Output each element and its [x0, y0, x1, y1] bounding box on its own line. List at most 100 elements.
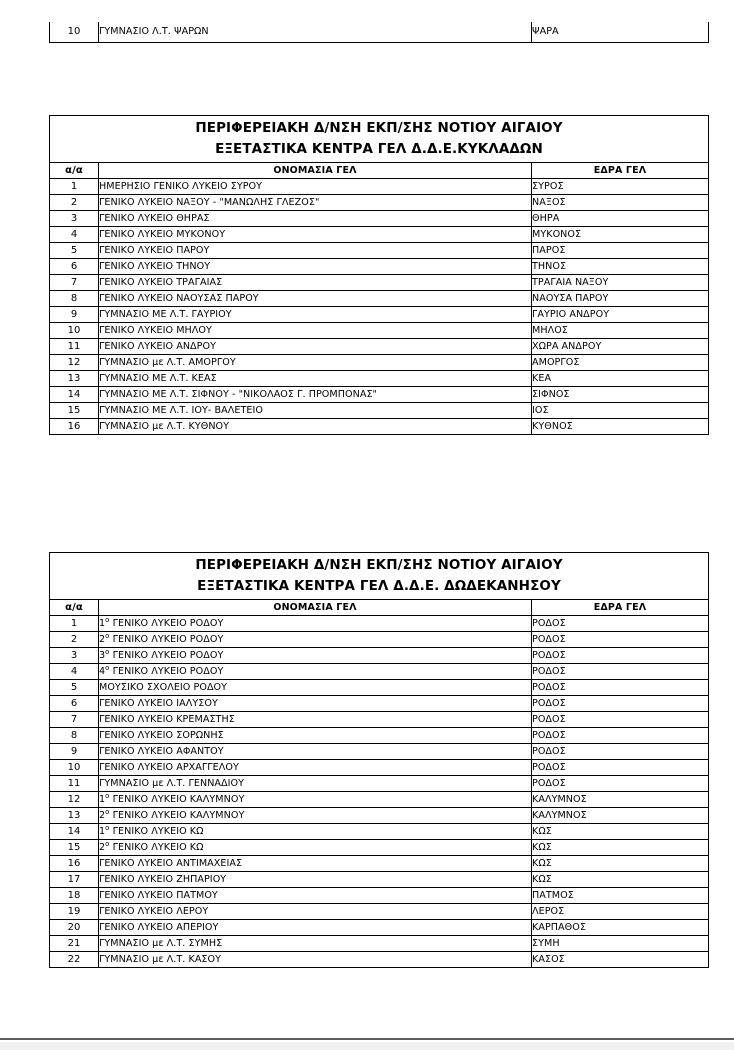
table-row: 1 ΗΜΕΡΗΣΙΟ ΓΕΝΙΚΟ ΛΥΚΕΙΟ ΣΥΡΟΥ ΣΥΡΟΣ: [49, 178, 709, 195]
row-school-name: 1ο ΓΕΝΙΚΟ ΛΥΚΕΙΟ ΚΑΛΥΜΝΟΥ: [98, 791, 532, 808]
row-seat: ΨΑΡΑ: [531, 22, 709, 43]
row-school-name: ΓΕΝΙΚΟ ΛΥΚΕΙΟ ΘΗΡΑΣ: [98, 210, 532, 227]
table-row: 7 ΓΕΝΙΚΟ ΛΥΚΕΙΟ ΤΡΑΓΑΙΑΣ ΤΡΑΓΑΙΑ ΝΑΞΟΥ: [49, 274, 709, 291]
row-number: 1: [49, 615, 99, 632]
row-school-name: ΓΕΝΙΚΟ ΛΥΚΕΙΟ ΣΟΡΩΝΗΣ: [98, 727, 532, 744]
row-school-name: 2ο ΓΕΝΙΚΟ ΛΥΚΕΙΟ ΚΩ: [98, 839, 532, 856]
title-line-2-plain: ΕΞΕΤΑΣΤΙΚΑ ΚΕΝΤΡΑ ΓΕΛ: [215, 141, 412, 157]
ordinal-marker: ο: [105, 839, 110, 848]
row-number: 15: [49, 839, 99, 856]
page-break-separator: [0, 1038, 734, 1050]
row-number: 10: [49, 759, 99, 776]
row-school-name: ΓΕΝΙΚΟ ΛΥΚΕΙΟ ΑΦΑΝΤΟΥ: [98, 743, 532, 760]
row-seat: ΡΟΔΟΣ: [531, 711, 709, 728]
row-seat: ΡΟΔΟΣ: [531, 615, 709, 632]
row-number: 13: [49, 807, 99, 824]
ordinal-marker: ο: [105, 615, 110, 624]
row-school-name: ΓΕΝΙΚΟ ΛΥΚΕΙΟ ΚΡΕΜΑΣΤΗΣ: [98, 711, 532, 728]
row-number: 16: [49, 418, 99, 435]
title-line-2: ΕΞΕΤΑΣΤΙΚΑ ΚΕΝΤΡΑ ΓΕΛ Δ.Δ.Ε. ΔΩΔΕΚΑΝΗΣΟΥ: [50, 576, 708, 597]
row-number: 10: [49, 322, 99, 339]
row-number: 13: [49, 370, 99, 387]
row-school-name: ΜΟΥΣΙΚΟ ΣΧΟΛΕΙΟ ΡΟΔΟΥ: [98, 679, 532, 696]
row-number: 11: [49, 775, 99, 792]
table-row: 19 ΓΕΝΙΚΟ ΛΥΚΕΙΟ ΛΕΡΟΥ ΛΕΡΟΣ: [49, 903, 709, 920]
ordinal-marker: ο: [105, 647, 110, 656]
row-number: 8: [49, 290, 99, 307]
row-school-name: ΓΕΝΙΚΟ ΛΥΚΕΙΟ ΑΡΧΑΓΓΕΛΟΥ: [98, 759, 532, 776]
table-row: 5 ΜΟΥΣΙΚΟ ΣΧΟΛΕΙΟ ΡΟΔΟΥ ΡΟΔΟΣ: [49, 679, 709, 696]
table-row: 8 ΓΕΝΙΚΟ ΛΥΚΕΙΟ ΣΟΡΩΝΗΣ ΡΟΔΟΣ: [49, 727, 709, 744]
table-row: 18 ΓΕΝΙΚΟ ΛΥΚΕΙΟ ΠΑΤΜΟΥ ΠΑΤΜΟΣ: [49, 887, 709, 904]
row-seat: ΝΑΟΥΣΑ ΠΑΡΟΥ: [531, 290, 709, 307]
row-school-name: ΓΕΝΙΚΟ ΛΥΚΕΙΟ ΤΗΝΟΥ: [98, 258, 532, 275]
row-number: 20: [49, 919, 99, 936]
table-row: 10 ΓΕΝΙΚΟ ΛΥΚΕΙΟ ΑΡΧΑΓΓΕΛΟΥ ΡΟΔΟΣ: [49, 759, 709, 776]
table-row: 6 ΓΕΝΙΚΟ ΛΥΚΕΙΟ ΤΗΝΟΥ ΤΗΝΟΣ: [49, 258, 709, 275]
row-school-name: ΓΥΜΝΑΣΙΟ με Λ.Τ. ΚΑΣΟΥ: [98, 951, 532, 968]
table-row: 13 ΓΥΜΝΑΣΙΟ ΜΕ Λ.Τ. ΚΕΑΣ ΚΕΑ: [49, 370, 709, 387]
row-seat: ΣΥΡΟΣ: [531, 178, 709, 195]
row-number: 4: [49, 226, 99, 243]
table-row: 1 1ο ΓΕΝΙΚΟ ΛΥΚΕΙΟ ΡΟΔΟΥ ΡΟΔΟΣ: [49, 615, 709, 632]
column-header-number: α/α: [49, 599, 99, 616]
row-number: 1: [49, 178, 99, 195]
table-header-kyklades: ΠΕΡΙΦΕΡΕΙΑΚΗ Δ/ΝΣΗ ΕΚΠ/ΣΗΣ ΝΟΤΙΟΥ ΑΙΓΑΙΟ…: [49, 115, 709, 179]
row-number: 16: [49, 855, 99, 872]
row-school-name: 1ο ΓΕΝΙΚΟ ΛΥΚΕΙΟ ΚΩ: [98, 823, 532, 840]
row-seat: ΤΡΑΓΑΙΑ ΝΑΞΟΥ: [531, 274, 709, 291]
row-school-name: 3ο ΓΕΝΙΚΟ ΛΥΚΕΙΟ ΡΟΔΟΥ: [98, 647, 532, 664]
row-seat: ΡΟΔΟΣ: [531, 775, 709, 792]
table-row: 12 1ο ΓΕΝΙΚΟ ΛΥΚΕΙΟ ΚΑΛΥΜΝΟΥ ΚΑΛΥΜΝΟΣ: [49, 791, 709, 808]
row-number: 11: [49, 338, 99, 355]
row-seat: ΠΑΡΟΣ: [531, 242, 709, 259]
table-row: 17 ΓΕΝΙΚΟ ΛΥΚΕΙΟ ΖΗΠΑΡΙΟΥ ΚΩΣ: [49, 871, 709, 888]
row-school-name: ΓΕΝΙΚΟ ΛΥΚΕΙΟ ΜΗΛΟΥ: [98, 322, 532, 339]
column-header-school-name: ΟΝΟΜΑΣΙΑ ΓΕΛ: [98, 599, 532, 616]
table-row: 4 ΓΕΝΙΚΟ ΛΥΚΕΙΟ ΜΥΚΟΝΟΥ ΜΥΚΟΝΟΣ: [49, 226, 709, 243]
row-school-name: ΓΥΜΝΑΣΙΟ με Λ.Τ. ΣΥΜΗΣ: [98, 935, 532, 952]
row-school-name: ΓΕΝΙΚΟ ΛΥΚΕΙΟ ΤΡΑΓΑΙΑΣ: [98, 274, 532, 291]
table-body-dodekanisou: 1 1ο ΓΕΝΙΚΟ ΛΥΚΕΙΟ ΡΟΔΟΥ ΡΟΔΟΣ 2 2ο ΓΕΝΙΚΟ Λ…: [49, 615, 709, 968]
row-number: 5: [49, 242, 99, 259]
row-school-name: ΓΕΝΙΚΟ ΛΥΚΕΙΟ ΖΗΠΑΡΙΟΥ: [98, 871, 532, 888]
table-row: 6 ΓΕΝΙΚΟ ΛΥΚΕΙΟ ΙΑΛΥΣΟΥ ΡΟΔΟΣ: [49, 695, 709, 712]
row-school-name: ΓΕΝΙΚΟ ΛΥΚΕΙΟ ΜΥΚΟΝΟΥ: [98, 226, 532, 243]
column-header-seat: ΕΔΡΑ ΓΕΛ: [531, 599, 709, 616]
title-line-1-plain: ΠΕΡΙΦΕΡΕΙΑΚΗ Δ/ΝΣΗ ΕΚΠ/ΣΗΣ ΝΟΤΙΟΥ ΑΙΓΑΙΟ…: [195, 557, 563, 573]
row-seat: ΚΕΑ: [531, 370, 709, 387]
title-line-1: ΠΕΡΙΦΕΡΕΙΑΚΗ Δ/ΝΣΗ ΕΚΠ/ΣΗΣ ΝΟΤΙΟΥ ΑΙΓΑΙΟ…: [50, 118, 708, 139]
table-row: 3 3ο ΓΕΝΙΚΟ ΛΥΚΕΙΟ ΡΟΔΟΥ ΡΟΔΟΣ: [49, 647, 709, 664]
row-seat: ΜΥΚΟΝΟΣ: [531, 226, 709, 243]
column-header-row: α/α ΟΝΟΜΑΣΙΑ ΓΕΛ ΕΔΡΑ ΓΕΛ: [49, 162, 709, 179]
row-school-name: ΓΕΝΙΚΟ ΛΥΚΕΙΟ ΙΑΛΥΣΟΥ: [98, 695, 532, 712]
row-seat: ΚΩΣ: [531, 823, 709, 840]
row-number: 2: [49, 631, 99, 648]
table-body-kyklades: 1 ΗΜΕΡΗΣΙΟ ΓΕΝΙΚΟ ΛΥΚΕΙΟ ΣΥΡΟΥ ΣΥΡΟΣ 2 ΓΕΝΙΚ…: [49, 178, 709, 435]
row-school-name: ΓΥΜΝΑΣΙΟ Λ.Τ. ΨΑΡΩΝ: [98, 22, 532, 43]
table-row: 20 ΓΕΝΙΚΟ ΛΥΚΕΙΟ ΑΠΕΡΙΟΥ ΚΑΡΠΑΘΟΣ: [49, 919, 709, 936]
table-row: 12 ΓΥΜΝΑΣΙΟ με Λ.Τ. ΑΜΟΡΓΟΥ ΑΜΟΡΓΟΣ: [49, 354, 709, 371]
exam-centres-table-kyklades: ΠΕΡΙΦΕΡΕΙΑΚΗ Δ/ΝΣΗ ΕΚΠ/ΣΗΣ ΝΟΤΙΟΥ ΑΙΓΑΙΟ…: [49, 115, 709, 435]
table-row: 22 ΓΥΜΝΑΣΙΟ με Λ.Τ. ΚΑΣΟΥ ΚΑΣΟΣ: [49, 951, 709, 968]
row-seat: ΚΥΘΝΟΣ: [531, 418, 709, 435]
ordinal-marker: ο: [105, 823, 110, 832]
row-number: 4: [49, 663, 99, 680]
ordinal-marker: ο: [105, 631, 110, 640]
row-number: 19: [49, 903, 99, 920]
row-seat: ΣΙΦΝΟΣ: [531, 386, 709, 403]
row-number: 2: [49, 194, 99, 211]
table-row: 14 ΓΥΜΝΑΣΙΟ ΜΕ Λ.Τ. ΣΙΦΝΟΥ - "ΝΙΚΟΛΑΟΣ Γ.…: [49, 386, 709, 403]
row-seat: ΜΗΛΟΣ: [531, 322, 709, 339]
row-number: 6: [49, 258, 99, 275]
title-line-1-plain: ΠΕΡΙΦΕΡΕΙΑΚΗ Δ/ΝΣΗ ΕΚΠ/ΣΗΣ: [195, 120, 438, 136]
row-seat: ΛΕΡΟΣ: [531, 903, 709, 920]
row-seat: ΚΑΛΥΜΝΟΣ: [531, 807, 709, 824]
table-row: 16 ΓΥΜΝΑΣΙΟ με Λ.Τ. ΚΥΘΝΟΥ ΚΥΘΝΟΣ: [49, 418, 709, 435]
table-row: 16 ΓΕΝΙΚΟ ΛΥΚΕΙΟ ΑΝΤΙΜΑΧΕΙΑΣ ΚΩΣ: [49, 855, 709, 872]
table-header-dodekanisou: ΠΕΡΙΦΕΡΕΙΑΚΗ Δ/ΝΣΗ ΕΚΠ/ΣΗΣ ΝΟΤΙΟΥ ΑΙΓΑΙΟ…: [49, 552, 709, 616]
row-school-name: ΓΕΝΙΚΟ ΛΥΚΕΙΟ ΑΠΕΡΙΟΥ: [98, 919, 532, 936]
row-seat: ΡΟΔΟΣ: [531, 679, 709, 696]
table-row: 13 2ο ΓΕΝΙΚΟ ΛΥΚΕΙΟ ΚΑΛΥΜΝΟΥ ΚΑΛΥΜΝΟΣ: [49, 807, 709, 824]
